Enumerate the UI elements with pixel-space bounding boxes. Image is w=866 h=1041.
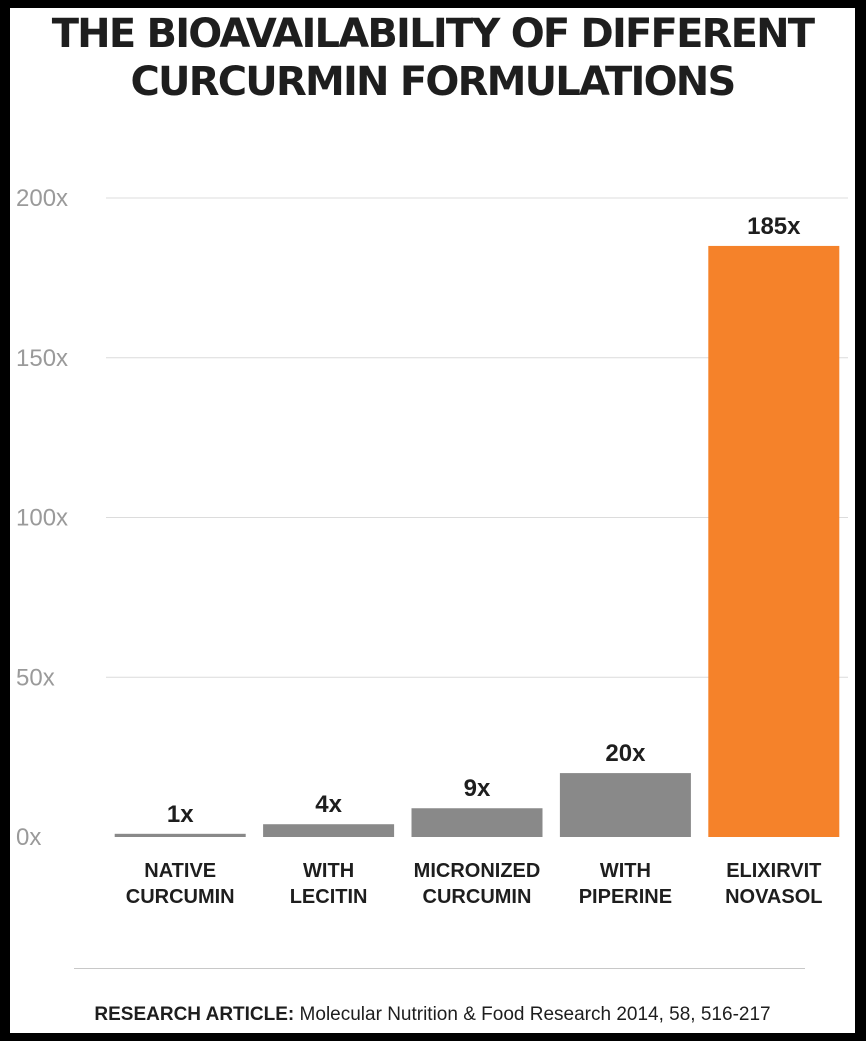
- category-label: WITH: [600, 860, 651, 882]
- chart-title: THE BIOAVAILABILITY OF DIFFERENT CURCURM…: [10, 10, 855, 106]
- bar: [411, 808, 543, 837]
- category-label: CURCUMIN: [126, 886, 235, 908]
- category-label: WITH: [303, 860, 354, 882]
- y-tick-label: 0x: [16, 824, 41, 851]
- data-label: 185x: [747, 213, 801, 240]
- category-label: NOVASOL: [725, 886, 822, 908]
- data-label: 4x: [315, 791, 342, 818]
- bar: [559, 773, 691, 837]
- bar: [114, 833, 246, 837]
- category-label: ELIXIRVIT: [726, 860, 821, 882]
- footer-divider: [74, 968, 805, 969]
- data-label: 1x: [167, 801, 194, 828]
- y-tick-label: 100x: [16, 505, 68, 532]
- bar: [708, 245, 840, 838]
- category-label: PIPERINE: [579, 886, 672, 908]
- y-tick-label: 150x: [16, 345, 68, 372]
- category-label: NATIVE: [144, 860, 216, 882]
- y-tick-label: 50x: [16, 664, 55, 691]
- data-label: 20x: [605, 740, 646, 767]
- chart-title-line-1: THE BIOAVAILABILITY OF DIFFERENT: [51, 11, 815, 57]
- citation-label: RESEARCH ARTICLE:: [94, 1004, 295, 1025]
- category-label: LECITIN: [290, 886, 368, 908]
- chart-card: THE BIOAVAILABILITY OF DIFFERENT CURCURM…: [10, 8, 855, 1033]
- bar-chart: 0x 50x 100x 150x 200x 1x NATIVE CURCUMIN 4x WITH L…: [16, 185, 848, 908]
- category-label: MICRONIZED: [414, 860, 541, 882]
- category-label: CURCUMIN: [423, 886, 532, 908]
- citation: RESEARCH ARTICLE: Molecular Nutrition & …: [10, 1004, 855, 1026]
- data-label: 9x: [464, 775, 491, 802]
- chart-title-line-2: CURCURMIN FORMULATIONS: [130, 59, 737, 105]
- citation-text: Molecular Nutrition & Food Research 2014…: [294, 1004, 771, 1025]
- bar: [263, 824, 395, 837]
- y-tick-label: 200x: [16, 185, 68, 212]
